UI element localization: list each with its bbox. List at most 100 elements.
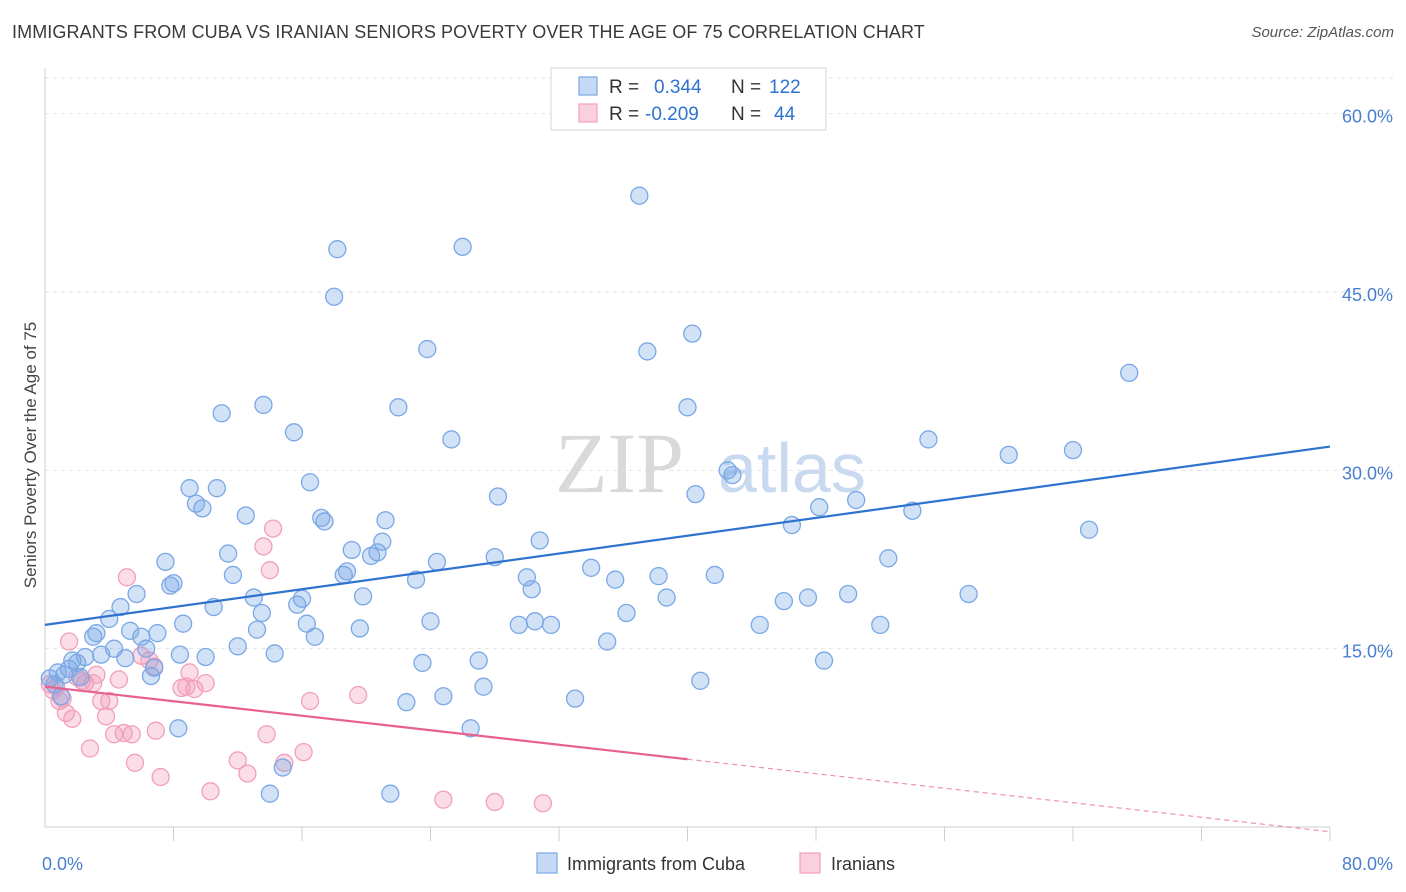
cuba-trend-line bbox=[44, 445, 1331, 626]
cuba-point bbox=[120, 621, 140, 640]
iranians-point bbox=[228, 751, 247, 770]
iranians-point bbox=[533, 794, 553, 813]
cuba-point bbox=[565, 689, 585, 708]
cuba-point bbox=[959, 584, 978, 604]
cuba-point bbox=[421, 612, 440, 631]
watermark-atlas: atlas bbox=[718, 429, 866, 507]
cuba-points bbox=[40, 186, 1139, 803]
cuba-point bbox=[265, 644, 284, 663]
cuba-point bbox=[691, 671, 710, 690]
cuba-point bbox=[999, 445, 1018, 465]
cuba-point bbox=[686, 484, 705, 504]
cuba-point bbox=[678, 398, 697, 417]
cuba-point bbox=[161, 576, 180, 595]
iranians-trend-line bbox=[44, 685, 688, 761]
cuba-point bbox=[606, 570, 625, 589]
cuba-point bbox=[630, 186, 649, 205]
cuba-point bbox=[847, 490, 866, 510]
cuba-point bbox=[137, 639, 156, 658]
cuba-point bbox=[180, 479, 199, 498]
cuba-point bbox=[116, 649, 135, 668]
iranians-point bbox=[122, 725, 141, 744]
iranians-point bbox=[59, 632, 79, 651]
cuba-point bbox=[288, 595, 307, 614]
cuba-point bbox=[903, 501, 922, 520]
iranians-point bbox=[96, 707, 116, 726]
iranians-point bbox=[180, 663, 199, 682]
x-tick-label-0: 0.0% bbox=[42, 854, 83, 874]
cuba-point bbox=[127, 584, 146, 604]
cuba-point bbox=[148, 624, 167, 643]
cuba-point bbox=[413, 653, 432, 673]
cuba-point bbox=[474, 677, 493, 696]
cuba-point bbox=[683, 324, 702, 343]
cuba-point bbox=[598, 632, 617, 651]
cuba-point bbox=[418, 339, 437, 359]
cuba-point bbox=[461, 719, 480, 738]
trend-lines bbox=[44, 445, 1331, 833]
cuba-point bbox=[145, 658, 164, 677]
x-tick-label-1: 80.0% bbox=[1342, 854, 1393, 874]
cuba-point bbox=[111, 597, 130, 617]
cuba-point bbox=[871, 615, 890, 635]
y-tick-label-1: 30.0% bbox=[1342, 463, 1393, 483]
cuba-point bbox=[617, 603, 636, 623]
cuba-point bbox=[509, 615, 528, 635]
cuba-point bbox=[442, 430, 461, 449]
cuba-point bbox=[525, 612, 545, 631]
iranians-point bbox=[104, 725, 124, 744]
stats-swatch-iranians bbox=[578, 103, 598, 123]
cuba-point bbox=[517, 568, 537, 587]
cuba-point bbox=[397, 693, 416, 712]
stats-n-label-iranians: N = bbox=[731, 104, 761, 125]
cuba-point bbox=[1120, 363, 1139, 382]
cuba-point bbox=[342, 540, 361, 560]
y-tick-label-3: 60.0% bbox=[1342, 107, 1393, 127]
source-label: Source: ZipAtlas.com bbox=[1251, 24, 1394, 41]
cuba-point bbox=[315, 512, 334, 531]
y-tick-label-0: 15.0% bbox=[1342, 642, 1393, 662]
cuba-point bbox=[71, 668, 90, 687]
stats-n-value-cuba: 122 bbox=[769, 77, 801, 98]
stats-r-value-cuba: 0.344 bbox=[654, 77, 702, 98]
iranians-point bbox=[260, 561, 280, 580]
cuba-point bbox=[169, 719, 188, 738]
cuba-point bbox=[353, 587, 373, 606]
cuba-point bbox=[705, 565, 724, 585]
cuba-point bbox=[389, 398, 408, 417]
cuba-point bbox=[541, 615, 561, 635]
cuba-point bbox=[164, 574, 183, 593]
cuba-point bbox=[212, 404, 231, 423]
y-axis-label: Seniors Poverty Over the Age of 75 bbox=[21, 322, 40, 588]
cuba-point bbox=[723, 465, 742, 485]
stats-legend: R = 0.344 N = 122 R = -0.209 N = 44 bbox=[550, 67, 827, 131]
cuba-point bbox=[649, 566, 668, 586]
cuba-point bbox=[223, 565, 243, 585]
iranians-point bbox=[201, 782, 220, 801]
cuba-point bbox=[170, 645, 190, 664]
y-tick-label-2: 45.0% bbox=[1342, 285, 1393, 305]
iranians-point bbox=[257, 725, 276, 744]
cuba-point bbox=[522, 580, 541, 599]
legend-label-cuba: Immigrants from Cuba bbox=[567, 854, 746, 874]
legend-swatch-iranians bbox=[799, 852, 821, 874]
cuba-point bbox=[218, 544, 238, 563]
tick-labels: 15.0% 30.0% 45.0% 60.0% 0.0% 80.0% bbox=[42, 107, 1393, 874]
stats-swatch-cuba bbox=[578, 76, 598, 96]
cuba-point bbox=[228, 637, 247, 656]
stats-r-label-iranians: R = bbox=[609, 104, 639, 125]
cuba-point bbox=[207, 479, 227, 498]
iranians-point bbox=[117, 568, 137, 587]
cuba-point bbox=[368, 543, 387, 562]
cuba-point bbox=[530, 531, 549, 550]
cuba-point bbox=[838, 584, 858, 604]
iranians-point bbox=[146, 721, 165, 740]
iranians-point bbox=[254, 537, 273, 556]
iranians-point bbox=[151, 767, 170, 787]
cuba-point bbox=[324, 287, 344, 306]
iranians-trend-extension bbox=[687, 758, 1331, 833]
cuba-point bbox=[292, 589, 312, 608]
cuba-point bbox=[156, 552, 175, 572]
cuba-point bbox=[196, 647, 215, 667]
